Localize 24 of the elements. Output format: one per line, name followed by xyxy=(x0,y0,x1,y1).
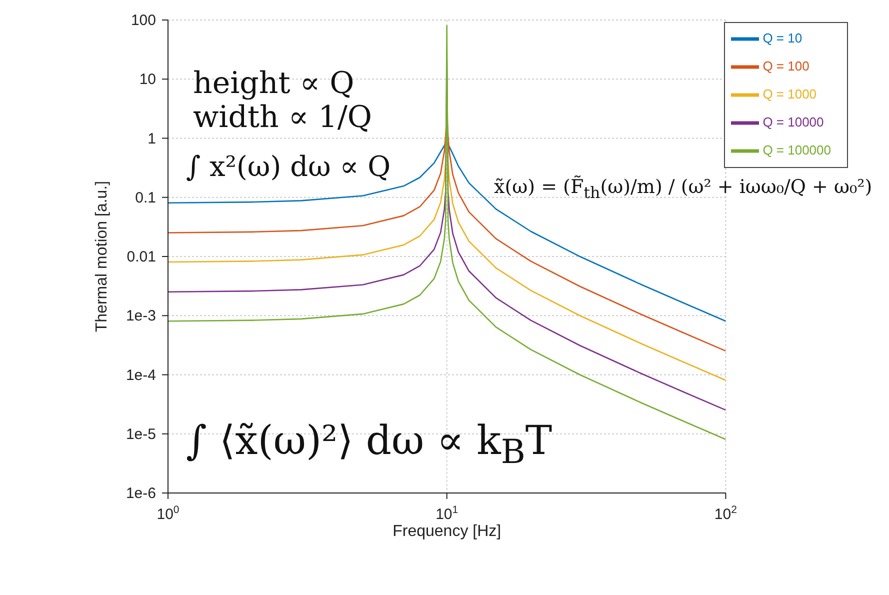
legend-label: Q = 100000 xyxy=(762,142,831,158)
legend-label: Q = 100 xyxy=(762,58,810,74)
y-tick-label: 1e-5 xyxy=(126,426,156,443)
x-tick-label: 10$^{0}$ xyxy=(156,504,180,523)
annotation: width ∝ 1/Q xyxy=(193,100,372,135)
y-tick-label: 0.1 xyxy=(135,189,156,206)
annotation: x̃(ω) = (F̃$_{th}$(ω)/m) / (ω² + iωω₀/Q + ω₀²) xyxy=(494,176,872,202)
y-tick-label: 0.01 xyxy=(126,248,156,266)
y-tick-label: 100 xyxy=(130,12,156,29)
y-tick-label: 10 xyxy=(139,71,156,88)
y-tick-label: 1e-4 xyxy=(126,366,156,384)
legend-label: Q = 10 xyxy=(762,30,802,46)
x-axis-title: Frequency [Hz] xyxy=(392,523,502,540)
legend-label: Q = 1000 xyxy=(762,86,817,102)
y-tick-label: 1e-6 xyxy=(126,485,156,502)
x-tick-label: 10$^{2}$ xyxy=(714,504,738,523)
annotation: ∫ ⟨x̃(ω)²⟩ dω ∝ k$_{B}$T xyxy=(186,418,552,471)
legend-label: Q = 10000 xyxy=(762,114,824,130)
annotation: ∫ x²(ω) dω ∝ Q xyxy=(186,150,391,183)
y-axis-title: Thermal motion [a.u.] xyxy=(94,180,111,332)
y-tick-label: 1e-3 xyxy=(126,308,156,325)
annotation: height ∝ Q xyxy=(193,66,354,101)
y-tick-label: 1 xyxy=(148,130,156,148)
x-tick-label: 10$^{1}$ xyxy=(436,504,458,523)
